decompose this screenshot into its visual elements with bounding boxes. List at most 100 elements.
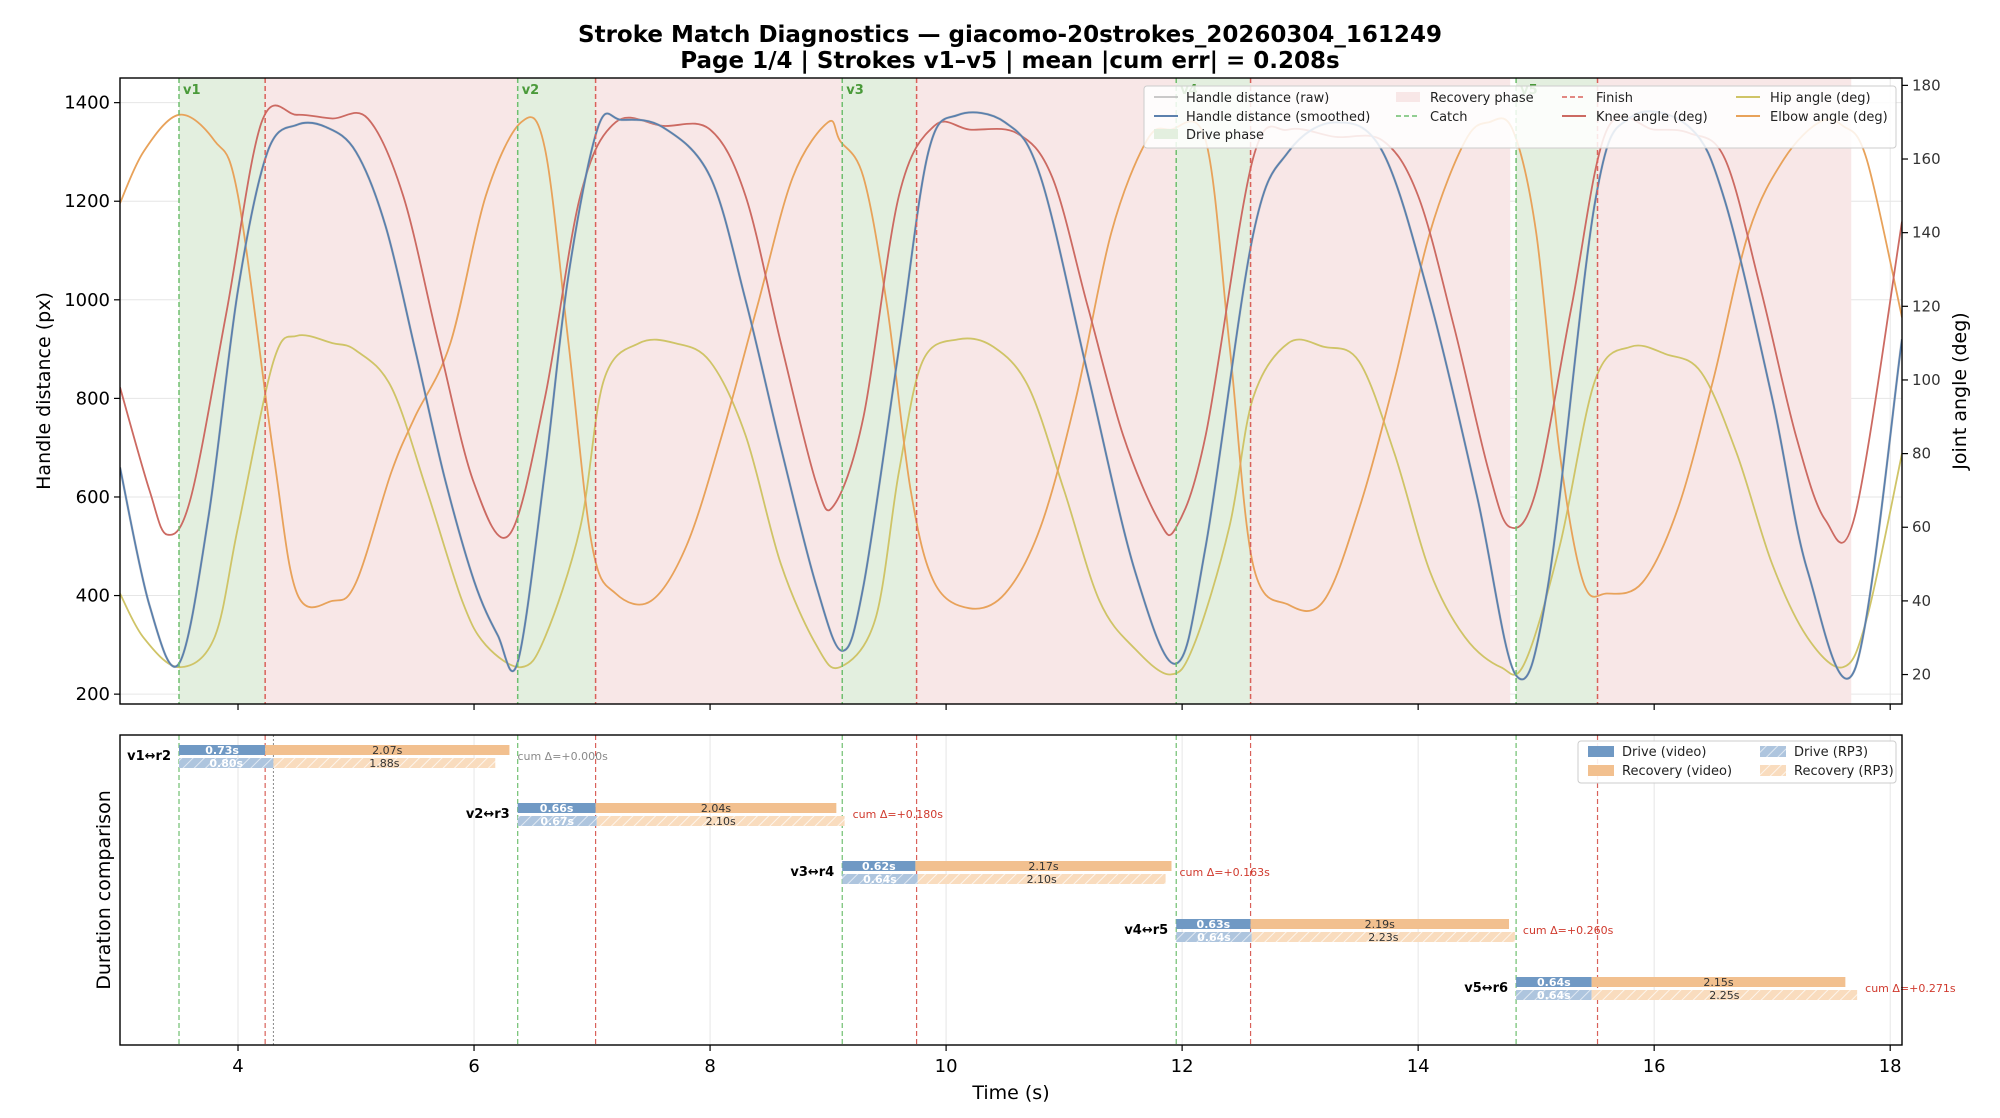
hip-angle-line (120, 334, 1902, 676)
drive-rp3-label: 0.64s (1197, 931, 1231, 944)
recovery-video-bar (595, 803, 837, 813)
x-tick-label: 14 (1407, 1056, 1430, 1077)
y-tick-label: 800 (76, 388, 110, 409)
drive-video-bar (517, 803, 596, 813)
stroke-label: v1 (183, 83, 201, 98)
x-tick-label: 8 (704, 1056, 715, 1077)
cum-delta-label: cum Δ=+0.163s (1179, 866, 1270, 879)
recovery-rp3-bar (596, 816, 845, 826)
legend-drive-rp3: Drive (RP3) (1794, 745, 1868, 760)
recovery-video-bar (915, 861, 1172, 871)
y2-tick-label: 160 (1912, 150, 1941, 168)
drive-video-label: 0.73s (205, 744, 239, 757)
recovery-phase-band (916, 78, 1177, 704)
recovery-video-label: 2.04s (701, 802, 731, 815)
top-legend: Handle distance (raw) Handle distance (s… (1143, 85, 1897, 149)
x-tick-label: 18 (1879, 1056, 1902, 1077)
duration-bars: v1↔r2 0.73s 2.07s 0.80s 1.88s cum Δ=+0.000s v2… (127, 744, 1956, 1002)
y-tick-label: 200 (76, 684, 110, 705)
legend-drive-video: Drive (video) (1622, 745, 1706, 760)
recovery-video-bar (1250, 919, 1510, 929)
pair-label: v4↔r5 (1124, 923, 1168, 938)
handle-distance-smoothed-line (120, 110, 1902, 681)
legend-drive-phase: Drive phase (1186, 128, 1264, 143)
y-axis-label: Handle distance (px) (33, 292, 55, 490)
drive-rp3-bar (517, 816, 597, 826)
drive-video-label: 0.62s (862, 860, 896, 873)
recovery-rp3-bar (1591, 990, 1858, 1000)
drive-rp3-bar (1516, 990, 1592, 1000)
drive-video-bar (1176, 919, 1251, 929)
y2-tick-label: 60 (1912, 518, 1931, 536)
drive-rp3-bar (842, 874, 918, 884)
drive-rp3-label: 0.80s (209, 757, 243, 770)
recovery-phase-band (1597, 78, 1852, 704)
y2-tick-label: 180 (1912, 76, 1941, 94)
pair-label: v5↔r6 (1464, 981, 1508, 996)
y-tick-label: 1200 (64, 191, 110, 212)
recovery-video-bar (265, 745, 510, 755)
bottom-legend: Drive (video) Recovery (video) Drive (RP… (1577, 740, 1897, 784)
legend-raw: Handle distance (raw) (1186, 91, 1329, 106)
x-tick-label: 16 (1643, 1056, 1666, 1077)
drive-rp3-bar (1176, 932, 1252, 942)
legend-smoothed: Handle distance (smoothed) (1186, 110, 1370, 125)
recovery-video-label: 2.17s (1028, 860, 1058, 873)
y2-tick-label: 80 (1912, 445, 1931, 463)
recovery-rp3-bar (917, 874, 1166, 884)
bottom-grid (237, 735, 1891, 1045)
drive-video-bar (842, 861, 916, 871)
x-tick-label: 4 (232, 1056, 243, 1077)
stroke-label: v2 (522, 83, 540, 98)
legend-recovery-rp3: Recovery (RP3) (1794, 764, 1894, 779)
legend-recovery-video: Recovery (video) (1622, 764, 1732, 779)
drive-rp3-label: 0.67s (540, 815, 574, 828)
legend-hip: Hip angle (deg) (1770, 91, 1871, 106)
recovery-phase-band (265, 78, 518, 704)
top-axis-ticks: 200 400 600 800 1000 1200 1400 20 40 60 80 100 120 14… (64, 76, 1941, 710)
bottom-catch-finish-lines (178, 735, 1599, 1045)
drive-video-label: 0.66s (540, 802, 574, 815)
y-tick-label: 400 (76, 586, 110, 607)
recovery-video-label: 2.19s (1365, 918, 1395, 931)
y2-tick-label: 120 (1912, 297, 1941, 315)
y-tick-label: 1400 (64, 93, 110, 114)
recovery-rp3-label: 2.10s (1027, 873, 1057, 886)
legend-finish: Finish (1596, 91, 1633, 106)
y-tick-label: 1000 (64, 290, 110, 311)
recovery-rp3-label: 1.88s (369, 757, 399, 770)
drive-rp3-bar (179, 758, 274, 768)
pair-label: v3↔r4 (790, 865, 834, 880)
top-panel: v1v2v3v4v5 20040060080010001200140020406… (33, 76, 1971, 710)
recovery-video-label: 2.15s (1703, 976, 1733, 989)
y2-tick-label: 140 (1912, 224, 1941, 242)
stroke-label: v3 (846, 83, 864, 98)
recovery-rp3-bar (273, 758, 496, 768)
recovery-rp3-label: 2.10s (706, 815, 736, 828)
y2-tick-label: 100 (1912, 371, 1941, 389)
duration-axis-label: Duration comparison (93, 790, 115, 990)
recovery-video-bar (1591, 977, 1846, 987)
y2-tick-label: 40 (1912, 592, 1931, 610)
pair-label: v2↔r3 (466, 807, 510, 822)
cum-delta-label: cum Δ=+0.260s (1523, 924, 1614, 937)
recovery-rp3-bar (1251, 932, 1515, 942)
chart-title: Stroke Match Diagnostics — giacomo-20str… (578, 22, 1442, 48)
pair-label: v1↔r2 (127, 749, 171, 764)
y2-axis-label: Joint angle (deg) (1949, 312, 1971, 470)
x-tick-label: 10 (935, 1056, 958, 1077)
cum-delta-label: cum Δ=+0.180s (853, 808, 944, 821)
drive-phase-band (517, 78, 596, 704)
x-tick-label: 12 (1171, 1056, 1194, 1077)
drive-rp3-label: 0.64s (1537, 989, 1571, 1002)
bottom-plot-frame (119, 734, 1903, 1046)
legend-recovery-phase: Recovery phase (1430, 91, 1534, 106)
x-axis-label: Time (s) (971, 1082, 1049, 1104)
drive-video-label: 0.63s (1197, 918, 1231, 931)
bottom-panel: v1↔r2 0.73s 2.07s 0.80s 1.88s cum Δ=+0.000s v2… (93, 734, 1956, 1104)
y2-tick-label: 20 (1912, 666, 1931, 684)
drive-video-bar (1516, 977, 1592, 987)
bottom-axis-ticks: 4 6 8 10 12 14 16 18 (232, 1045, 1902, 1077)
recovery-video-label: 2.07s (372, 744, 402, 757)
